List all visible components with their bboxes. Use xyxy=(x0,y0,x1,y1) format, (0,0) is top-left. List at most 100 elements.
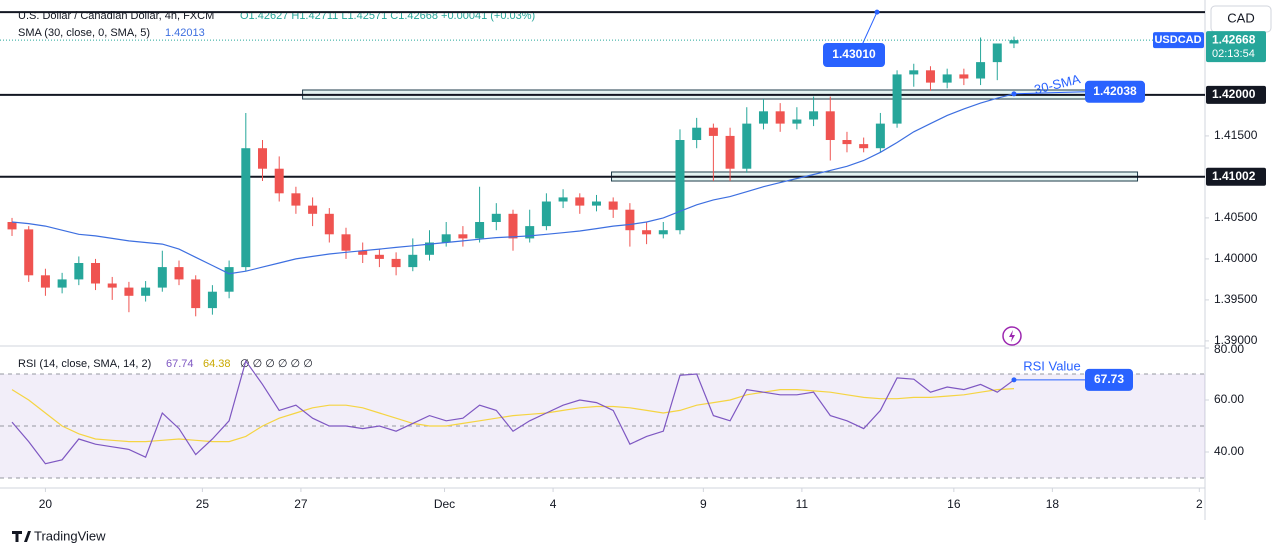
candle-body xyxy=(625,209,635,231)
last-price-box xyxy=(1206,31,1266,63)
sma-callout-label: 1.42038 xyxy=(1093,84,1137,98)
symbol-box xyxy=(1153,32,1204,49)
callout-point xyxy=(874,9,880,15)
candle-body xyxy=(441,234,451,243)
candle-body xyxy=(40,275,50,288)
candle-body xyxy=(825,111,835,141)
sma-current: 1.42013 xyxy=(165,27,205,39)
candle-body xyxy=(692,127,702,141)
x-tick-label: 2 xyxy=(1196,497,1203,511)
level-label: 1.42000 xyxy=(1212,87,1256,101)
level-label-bg xyxy=(1206,167,1266,186)
candle-body xyxy=(258,148,268,169)
x-tick-label: Dec xyxy=(434,497,455,511)
candle-body xyxy=(992,43,1002,63)
y-tick-label: 1.40000 xyxy=(1214,251,1258,265)
event-icon-bolt xyxy=(1009,330,1015,342)
level-label: 1.41002 xyxy=(1212,169,1256,183)
candle-body xyxy=(7,222,17,230)
sma-callout-point xyxy=(1011,91,1017,97)
rsi-current: 67.74 xyxy=(166,358,194,370)
rsi-callout-label: 67.73 xyxy=(1094,372,1124,386)
x-tick-label: 9 xyxy=(700,497,707,511)
candle-body xyxy=(391,258,401,268)
candle-body xyxy=(925,70,935,83)
candle-body xyxy=(909,70,919,75)
candle-body xyxy=(308,205,318,214)
sma-callout-box xyxy=(1085,80,1145,103)
rsi-line xyxy=(11,359,1015,465)
candle-body xyxy=(658,230,668,235)
candle-body xyxy=(141,287,151,296)
candle-body xyxy=(558,197,568,202)
level-label-bg xyxy=(1206,85,1266,104)
y-tick-label: 1.39000 xyxy=(1214,333,1258,347)
sma-line xyxy=(11,93,1015,275)
x-tick-label: 18 xyxy=(1046,497,1060,511)
candle-body xyxy=(708,127,718,136)
candle-body xyxy=(942,74,952,83)
candle-body xyxy=(191,279,201,309)
candle-body xyxy=(675,140,685,231)
y-tick-label: 1.40500 xyxy=(1214,210,1258,224)
currency[interactable]: CAD xyxy=(1227,10,1254,25)
candle-body xyxy=(207,291,217,309)
candle-body xyxy=(809,111,819,120)
x-tick-label: 11 xyxy=(796,497,809,511)
candle-body xyxy=(324,213,334,235)
event-icon[interactable] xyxy=(1002,326,1022,346)
candle-body xyxy=(775,111,785,124)
candle-body xyxy=(1009,40,1019,44)
candle-body xyxy=(341,234,351,251)
candle-body xyxy=(107,283,117,288)
rsi-tick-label: 80.00 xyxy=(1214,342,1244,356)
callout-label: 1.43010 xyxy=(832,47,876,61)
candle-body xyxy=(74,263,84,280)
x-tick-label: 25 xyxy=(196,497,210,511)
countdown: 02:13:54 xyxy=(1212,48,1255,60)
candle-body xyxy=(842,140,852,145)
candle-body xyxy=(725,135,735,169)
candle-body xyxy=(541,201,551,227)
candle-body xyxy=(224,267,234,292)
candle-body xyxy=(291,193,301,206)
y-tick-label: 1.39500 xyxy=(1214,292,1258,306)
rsi-name: RSI (14, close, SMA, 14, 2) xyxy=(18,358,151,370)
candle-body xyxy=(24,229,34,276)
candle-body xyxy=(608,201,618,210)
candle-body xyxy=(174,267,184,280)
brand-logo xyxy=(12,531,31,542)
candle-body xyxy=(642,230,652,235)
candle-body xyxy=(575,197,585,206)
candle-body xyxy=(892,74,902,124)
candle-body xyxy=(91,263,101,284)
candle-body xyxy=(358,250,368,255)
candle-body xyxy=(408,254,418,268)
sma-name: SMA (30, close, 0, SMA, 5) xyxy=(18,27,150,39)
rsi-callout-text: RSI Value xyxy=(1023,358,1081,373)
rsi-tick-label: 60.00 xyxy=(1214,392,1244,406)
candle-body xyxy=(241,148,251,268)
candle-body xyxy=(475,222,485,239)
candle-body xyxy=(374,254,384,259)
rsi-callout-point xyxy=(1011,377,1017,383)
candle-body xyxy=(157,267,167,288)
rsi-callout-box xyxy=(1085,368,1133,391)
candle-body xyxy=(274,168,284,194)
candle-body xyxy=(742,123,752,169)
candle-body xyxy=(792,119,802,124)
symbol-label: USDCAD xyxy=(1154,34,1201,46)
candle-body xyxy=(508,213,518,239)
x-tick-label: 16 xyxy=(947,497,961,511)
callout-connector xyxy=(861,11,878,46)
rsi-tick-label: 40.00 xyxy=(1214,444,1244,458)
candle-body xyxy=(525,226,535,239)
rsi-ma-current: 64.38 xyxy=(203,358,231,370)
candle-body xyxy=(959,74,969,79)
last-price-label: 1.42668 xyxy=(1212,32,1256,46)
candle-body xyxy=(591,201,601,206)
candle-body xyxy=(124,287,134,296)
rsi-ma-line xyxy=(11,388,1015,443)
candle-body xyxy=(458,234,468,239)
